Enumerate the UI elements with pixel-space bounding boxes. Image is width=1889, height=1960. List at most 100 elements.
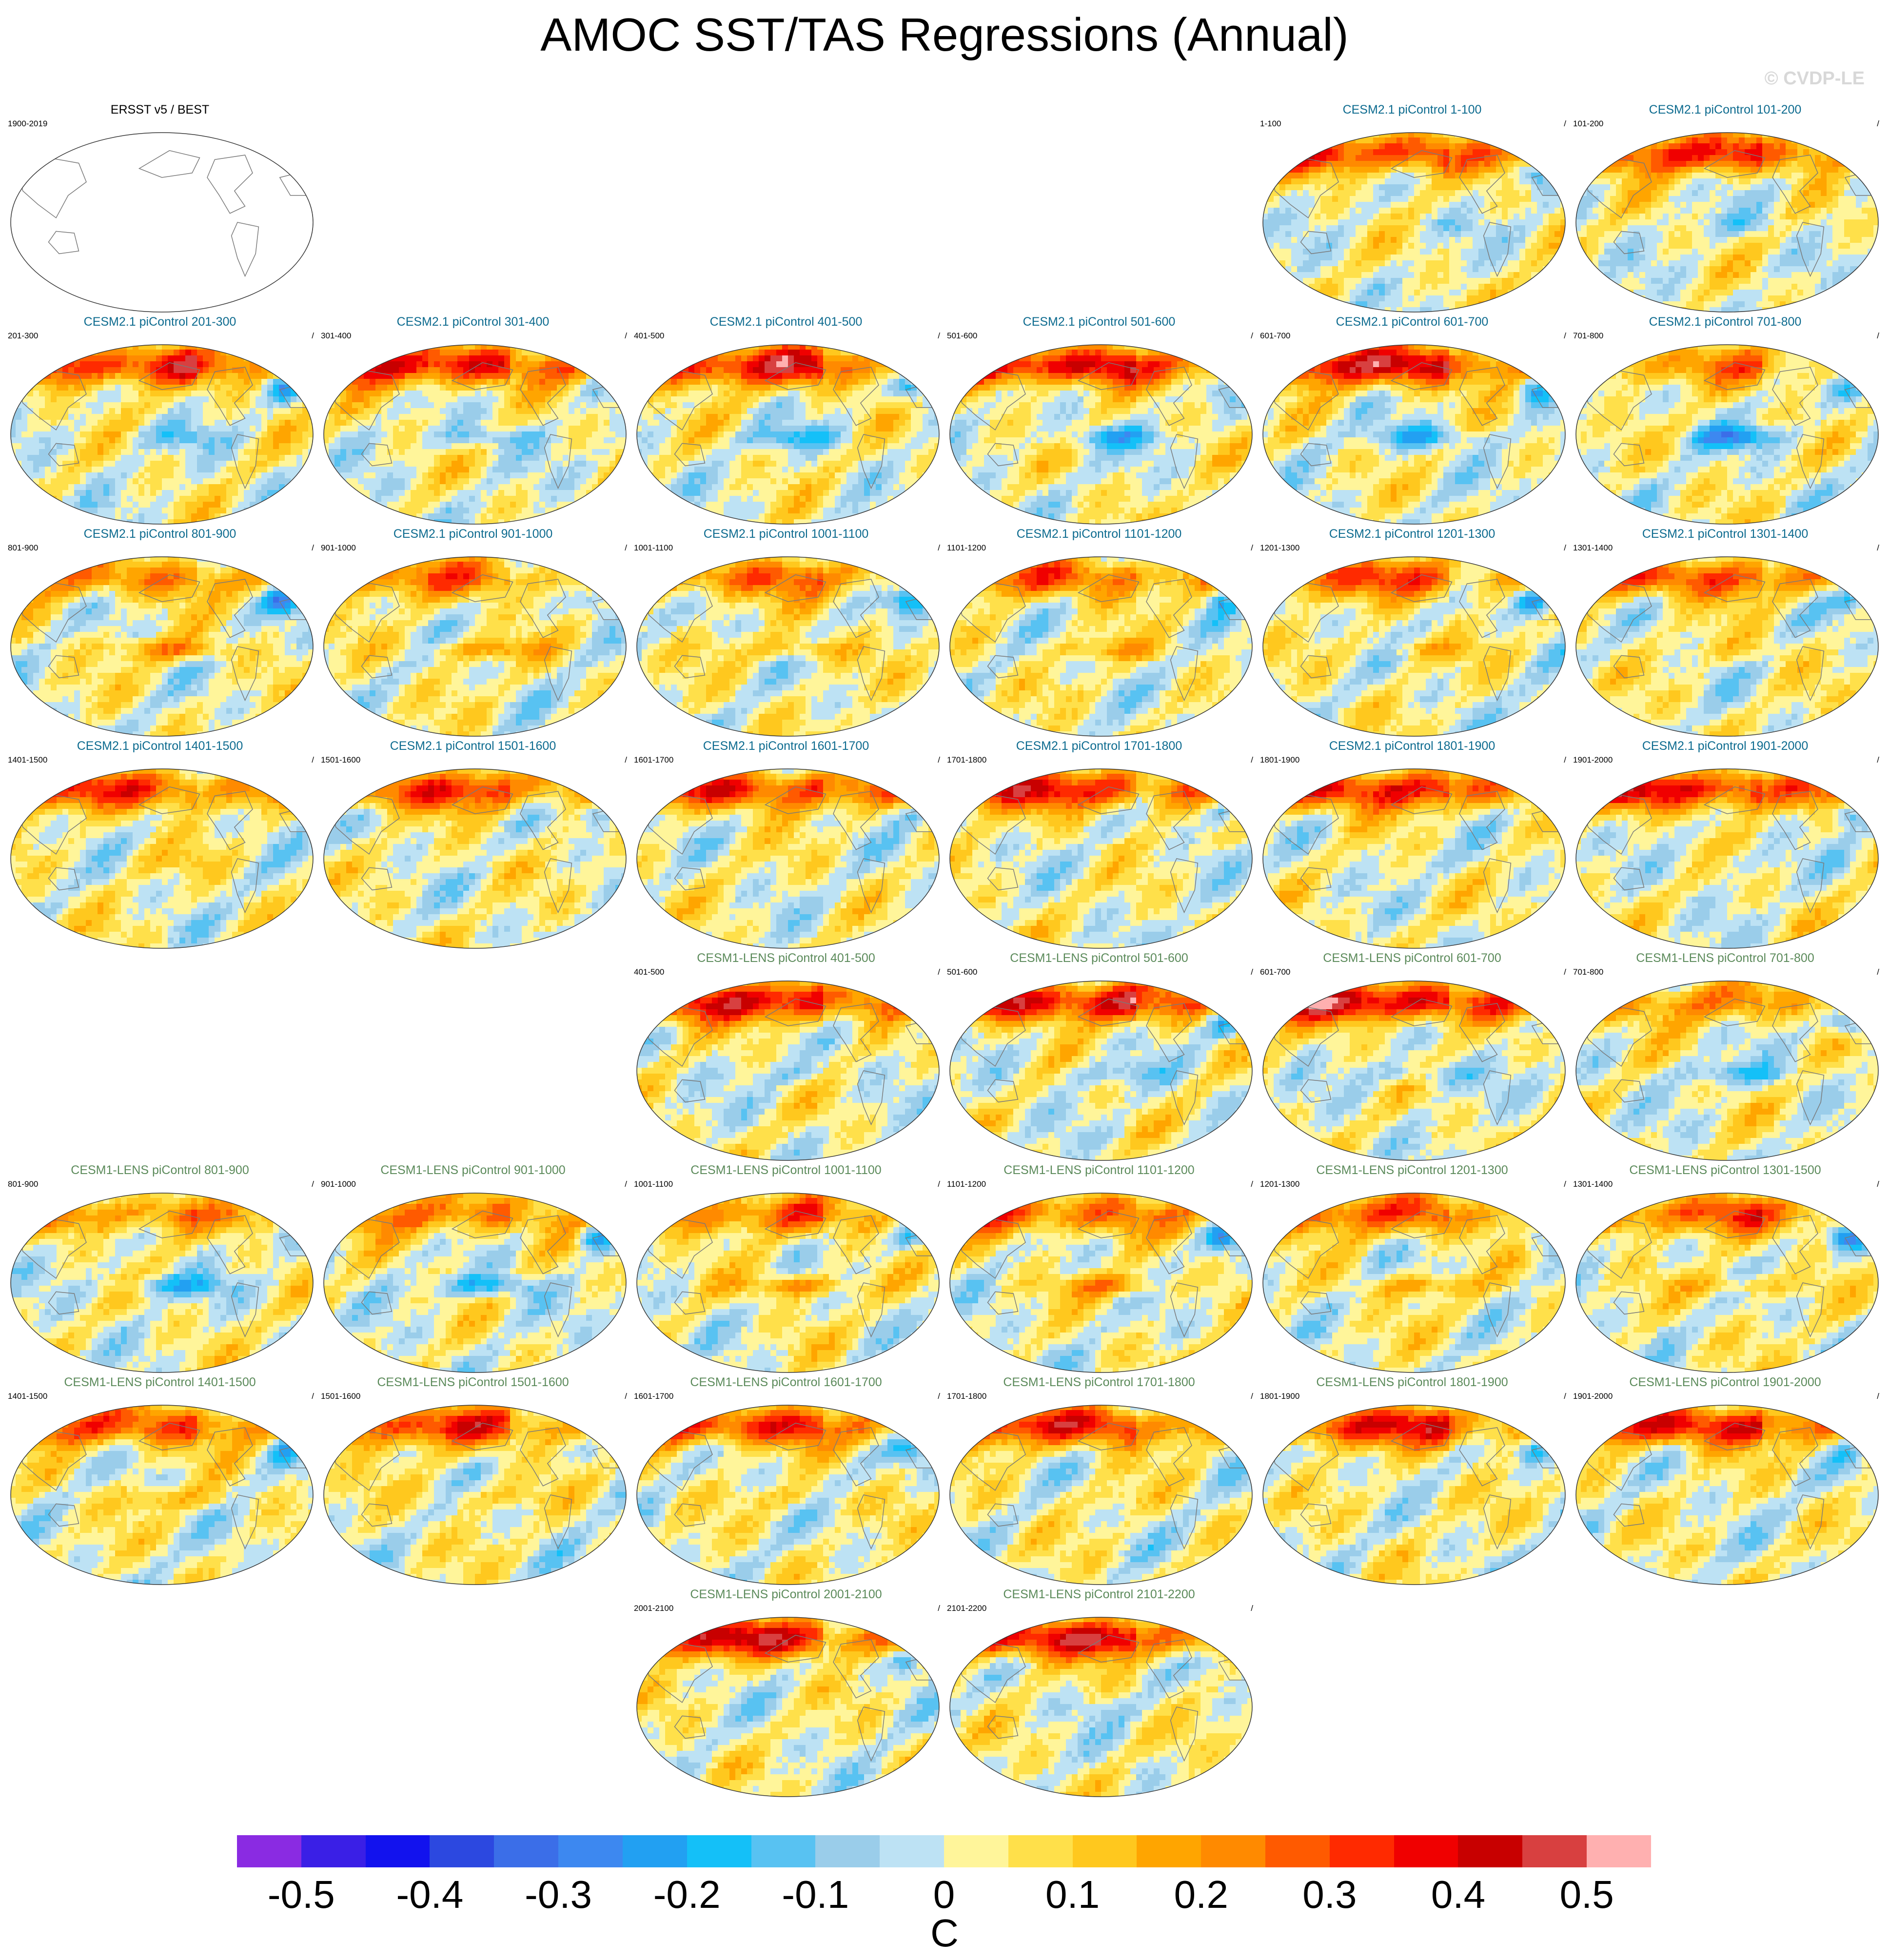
panel-title: CESM1-LENS piControl 1801-1900 xyxy=(1256,1375,1568,1390)
robinson-map-svg xyxy=(10,1192,314,1373)
panel-period-label: 1301-1400 xyxy=(1573,543,1613,553)
regression-map xyxy=(1262,1192,1566,1373)
panel-separator: / xyxy=(1564,331,1566,341)
panel-separator: / xyxy=(1251,755,1253,765)
map-panel: CESM2.1 piControl 1901-2000 1901-2000/ xyxy=(1569,739,1881,951)
robinson-map-svg xyxy=(1262,132,1566,313)
robinson-map-svg xyxy=(1262,980,1566,1161)
panel-separator: / xyxy=(938,1604,940,1613)
map-panel: CESM1-LENS piControl 1801-1900 1801-1900/ xyxy=(1256,1375,1568,1587)
panel-period-label: 1-100 xyxy=(1260,119,1281,129)
regression-map xyxy=(323,1192,627,1373)
regression-map xyxy=(949,1616,1253,1798)
regression-map xyxy=(323,556,627,737)
regression-map xyxy=(10,344,314,525)
panel-period-label: 901-1000 xyxy=(321,543,356,553)
panel-separator: / xyxy=(1251,543,1253,553)
map-panel: CESM2.1 piControl 501-600 501-600/ xyxy=(943,314,1255,527)
panel-title: CESM1-LENS piControl 1001-1100 xyxy=(630,1163,942,1177)
regression-map xyxy=(1575,980,1879,1161)
panel-separator: / xyxy=(312,1179,314,1189)
colorbar-swatch xyxy=(1394,1835,1458,1867)
panel-title: CESM2.1 piControl 1201-1300 xyxy=(1256,527,1568,541)
colorbar-swatch xyxy=(301,1835,366,1867)
regression-map xyxy=(1262,344,1566,525)
map-panel: CESM1-LENS piControl 2101-2200 2101-2200/ xyxy=(943,1587,1255,1799)
map-panel: CESM2.1 piControl 1401-1500 1401-1500/ xyxy=(4,739,316,951)
panel-title: CESM1-LENS piControl 1501-1600 xyxy=(317,1375,629,1390)
map-panel: CESM2.1 piControl 1701-1800 1701-1800/ xyxy=(943,739,1255,951)
panel-title: CESM2.1 piControl 901-1000 xyxy=(317,527,629,541)
regression-map xyxy=(636,980,940,1161)
panel-period-label: 801-900 xyxy=(8,543,38,553)
panel-title: CESM2.1 piControl 301-400 xyxy=(317,314,629,329)
panel-title: CESM2.1 piControl 1901-2000 xyxy=(1569,739,1881,753)
panel-title: CESM2.1 piControl 1301-1400 xyxy=(1569,527,1881,541)
regression-map xyxy=(10,132,314,313)
colorbar-swatch xyxy=(1008,1835,1073,1867)
regression-map xyxy=(10,768,314,949)
panel-title: CESM1-LENS piControl 501-600 xyxy=(943,951,1255,965)
map-panel: CESM1-LENS piControl 801-900 801-900 / xyxy=(4,1163,316,1375)
map-panel: CESM2.1 piControl 601-700 601-700/ xyxy=(1256,314,1568,527)
panel-separator: / xyxy=(938,1179,940,1189)
panel-title: CESM1-LENS piControl 1101-1200 xyxy=(943,1163,1255,1177)
panel-separator: / xyxy=(1251,331,1253,341)
panel-separator: / xyxy=(1564,1392,1566,1401)
panel-period-label: 1801-1900 xyxy=(1260,755,1299,765)
robinson-map-svg xyxy=(1575,1404,1879,1586)
robinson-map-svg xyxy=(10,768,314,949)
map-panel: CESM2.1 piControl 1301-1400 1301-1400/ xyxy=(1569,527,1881,739)
panel-title: CESM2.1 piControl 501-600 xyxy=(943,314,1255,329)
robinson-map-svg xyxy=(1262,1192,1566,1373)
panel-period-label: 1601-1700 xyxy=(634,1392,673,1401)
panel-title: CESM2.1 piControl 701-800 xyxy=(1569,314,1881,329)
panel-separator: / xyxy=(1251,1604,1253,1613)
regression-map xyxy=(1575,1192,1879,1373)
map-panel: CESM1-LENS piControl 901-1000 901-1000/ xyxy=(317,1163,629,1375)
map-panel: CESM1-LENS piControl 601-700 601-700/ xyxy=(1256,951,1568,1163)
robinson-map-svg xyxy=(949,344,1253,525)
map-panel: CESM2.1 piControl 401-500 401-500/ xyxy=(630,314,942,527)
regression-map xyxy=(323,344,627,525)
panel-period-label: 401-500 xyxy=(634,967,664,977)
robinson-map-svg xyxy=(10,1404,314,1586)
colorbar-swatch xyxy=(1522,1835,1587,1867)
regression-map xyxy=(636,556,940,737)
panel-separator: / xyxy=(625,1392,627,1401)
panel-separator: / xyxy=(1564,119,1566,129)
robinson-map-svg xyxy=(10,556,314,737)
robinson-map-svg xyxy=(949,1616,1253,1798)
panel-separator: / xyxy=(1564,1179,1566,1189)
colorbar-swatch xyxy=(494,1835,558,1867)
robinson-map-svg xyxy=(1575,768,1879,949)
map-panel: CESM2.1 piControl 201-300 201-300/ xyxy=(4,314,316,527)
robinson-map-svg xyxy=(1262,556,1566,737)
panel-separator: / xyxy=(1564,967,1566,977)
panel-period-label: 101-200 xyxy=(1573,119,1603,129)
panel-separator: / xyxy=(1877,967,1879,977)
map-panel: CESM2.1 piControl 101-200 101-200/ xyxy=(1569,102,1881,314)
colorbar-swatch xyxy=(1201,1835,1265,1867)
panel-period-label: 1001-1100 xyxy=(634,1179,673,1189)
regression-map xyxy=(949,980,1253,1161)
panel-period-label: 1101-1200 xyxy=(947,543,986,553)
panel-separator: / xyxy=(938,967,940,977)
panel-separator: / xyxy=(625,543,627,553)
robinson-map-svg xyxy=(949,980,1253,1161)
panel-period-label: 1301-1400 xyxy=(1573,1179,1613,1189)
colorbar-swatch xyxy=(1073,1835,1137,1867)
map-panel: CESM1-LENS piControl 401-500 401-500/ xyxy=(630,951,942,1163)
panel-title: CESM2.1 piControl 1501-1600 xyxy=(317,739,629,753)
panel-period-label: 1401-1500 xyxy=(8,755,47,765)
panel-title: CESM1-LENS piControl 901-1000 xyxy=(317,1163,629,1177)
robinson-map-svg xyxy=(323,556,627,737)
map-panel: CESM1-LENS piControl 1601-1700 1601-1700/ xyxy=(630,1375,942,1587)
robinson-map-svg xyxy=(1262,768,1566,949)
panel-title: CESM1-LENS piControl 801-900 xyxy=(4,1163,316,1177)
panel-period-label: 801-900 xyxy=(8,1179,38,1189)
panel-separator: / xyxy=(938,331,940,341)
regression-map xyxy=(10,1404,314,1586)
panel-period-label: 1501-1600 xyxy=(321,1392,360,1401)
regression-map xyxy=(323,1404,627,1586)
